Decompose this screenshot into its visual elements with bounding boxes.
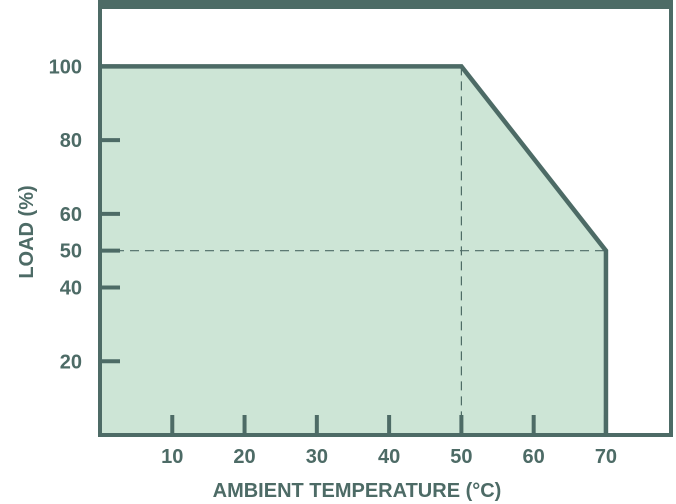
- x-tick-label-40: 40: [378, 446, 400, 468]
- y-tick-label-60: 60: [60, 204, 82, 226]
- top-frame-bar: [100, 0, 671, 9]
- y-tick-label-20: 20: [60, 351, 82, 373]
- y-tick-label-50: 50: [60, 241, 82, 263]
- x-tick-label-30: 30: [306, 446, 328, 468]
- x-tick-label-10: 10: [161, 446, 183, 468]
- x-tick-label-70: 70: [595, 446, 617, 468]
- x-axis-label: AMBIENT TEMPERATURE (°C): [213, 480, 502, 502]
- x-tick-label-20: 20: [233, 446, 255, 468]
- y-axis-label: LOAD (%): [16, 185, 38, 278]
- x-tick-label-50: 50: [450, 446, 472, 468]
- y-tick-label-40: 40: [60, 278, 82, 300]
- y-tick-label-80: 80: [60, 130, 82, 152]
- y-tick-label-100: 100: [49, 56, 82, 78]
- x-tick-label-60: 60: [523, 446, 545, 468]
